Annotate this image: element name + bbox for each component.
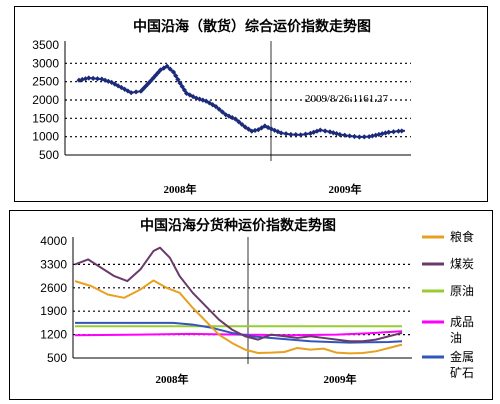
data-point xyxy=(395,128,402,134)
data-point xyxy=(288,131,294,138)
series-line xyxy=(75,321,403,344)
data-point xyxy=(177,80,183,86)
data-point xyxy=(361,134,367,140)
data-point xyxy=(164,63,170,69)
series-line xyxy=(74,279,403,355)
data-point xyxy=(356,134,362,140)
cargo-type-index-chart-panel: 中国沿海分货种运价指数走势图 4000 3300 2600 1900 1200 500 200… xyxy=(9,210,493,400)
data-point xyxy=(351,133,358,140)
data-point xyxy=(167,66,173,72)
data-point xyxy=(239,121,245,128)
y-tick-label: 1200 xyxy=(40,328,67,342)
data-point xyxy=(122,86,128,92)
series-line xyxy=(74,330,403,337)
data-point xyxy=(206,100,212,106)
data-point xyxy=(302,131,309,137)
data-point xyxy=(219,109,226,115)
data-point xyxy=(102,77,108,83)
data-point xyxy=(268,126,274,132)
y-tick-label: 4000 xyxy=(40,234,67,248)
data-point xyxy=(173,73,179,79)
composite-index-chart-panel: 中国沿海（散货）综合运价指数走势图 3500 3000 2500 2000 1500 100… xyxy=(14,6,488,202)
y-tick-label: 2500 xyxy=(32,75,59,89)
legend-label: 原油 xyxy=(450,284,474,298)
data-point xyxy=(373,132,379,138)
data-point xyxy=(346,133,353,139)
data-point xyxy=(272,127,278,133)
data-point xyxy=(399,128,405,134)
data-point xyxy=(236,119,242,125)
legend-label-continued: 油 xyxy=(450,331,462,345)
y-tick-label: 3000 xyxy=(32,56,59,70)
data-point xyxy=(179,83,185,90)
y-tick-label: 3300 xyxy=(40,257,67,271)
data-point xyxy=(128,90,134,96)
series-line xyxy=(74,246,403,343)
data-point xyxy=(245,126,252,132)
legend-label-continued: 矿石 xyxy=(450,366,474,380)
legend-label: 粮食 xyxy=(450,229,474,244)
data-point xyxy=(157,67,164,73)
data-point xyxy=(337,131,343,138)
x-tick-label: 2009年 xyxy=(329,182,362,196)
data-point xyxy=(390,129,397,135)
legend-label: 成品 xyxy=(450,315,474,329)
data-point xyxy=(242,124,248,130)
data-point xyxy=(369,133,375,139)
data-point xyxy=(148,78,154,84)
data-point xyxy=(330,130,336,136)
data-point xyxy=(181,87,188,93)
legend-label: 金属 xyxy=(450,349,474,364)
x-tick-label: 2009年 xyxy=(324,372,357,386)
data-point xyxy=(386,129,392,135)
y-tick-label: 2000 xyxy=(32,93,59,107)
data-point xyxy=(298,132,304,138)
chart-title: 中国沿海分货种运价指数走势图 xyxy=(140,217,336,234)
data-point xyxy=(153,72,159,79)
data-point xyxy=(90,75,96,81)
data-point xyxy=(150,75,156,81)
data-point xyxy=(216,106,222,112)
data-point xyxy=(155,70,161,76)
data-point xyxy=(175,76,181,83)
data-point xyxy=(333,131,340,137)
data-point xyxy=(327,129,333,135)
composite-index-chart: 中国沿海（散货）综合运价指数走势图 3500 3000 2500 2000 1500 100… xyxy=(32,18,411,196)
cargo-type-index-chart: 中国沿海分货种运价指数走势图 4000 3300 2600 1900 1200 500 200… xyxy=(40,217,474,386)
data-point xyxy=(311,129,317,135)
data-point xyxy=(213,104,219,110)
x-tick-label: 2008年 xyxy=(156,372,189,386)
data-point xyxy=(278,130,284,136)
data-point xyxy=(307,130,314,136)
x-tick-label: 2008年 xyxy=(164,182,197,196)
data-point xyxy=(94,76,101,82)
y-tick-label: 500 xyxy=(47,351,67,365)
legend-label: 煤炭 xyxy=(450,257,474,271)
data-point xyxy=(283,131,289,137)
data-point xyxy=(133,89,139,95)
annotation-label: 2009/8/26:1161.27 xyxy=(305,93,389,105)
data-point xyxy=(140,86,146,92)
y-tick-label: 1000 xyxy=(32,130,59,144)
data-point xyxy=(275,129,281,135)
y-tick-label: 1500 xyxy=(32,111,59,125)
data-point xyxy=(232,116,239,122)
data-point xyxy=(293,132,299,138)
y-tick-label: 500 xyxy=(39,148,59,162)
data-point xyxy=(322,128,328,134)
chart-title: 中国沿海（散货）综合运价指数走势图 xyxy=(133,18,371,35)
data-point xyxy=(145,80,151,87)
data-point xyxy=(342,132,348,138)
data-point xyxy=(317,127,323,133)
y-tick-label: 3500 xyxy=(32,38,59,52)
data-point xyxy=(252,127,258,134)
y-tick-label: 1900 xyxy=(40,304,67,318)
y-tick-label: 2600 xyxy=(40,281,67,295)
data-point xyxy=(86,75,92,81)
data-point xyxy=(258,125,265,131)
